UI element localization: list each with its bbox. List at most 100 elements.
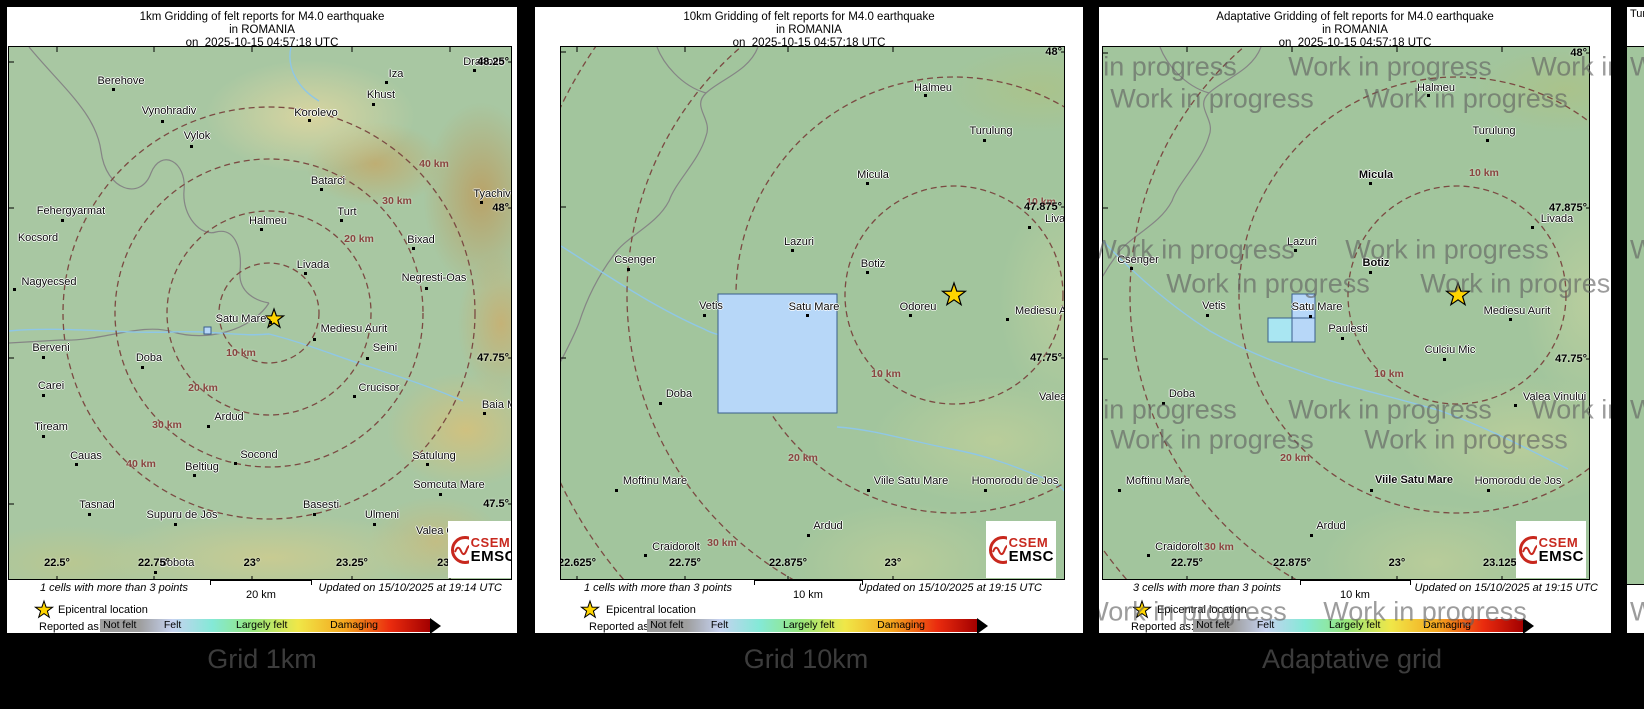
town-dot [320,188,323,191]
longitude-label: 23.125° [1482,557,1522,569]
map-panel-grid1km: 1km Gridding of felt reports for M4.0 ea… [4,4,520,636]
intensity-class-label: Not felt [1196,619,1230,631]
emsc-globe-icon [1519,535,1537,564]
town-dot [1427,94,1430,97]
town-dot [42,394,45,397]
updated-timestamp: Updated on 15/10/2025 at 19:15 UTC [858,582,1042,594]
town-label: Halmeu [249,215,287,227]
distance-ring-label: 20 km [188,382,218,394]
town-dot [308,119,311,122]
town-label: Doba [135,352,163,364]
town-dot [13,288,16,291]
scale-bar-label: 10 km [1340,589,1370,601]
town-dot [806,314,809,317]
town-dot [340,219,343,222]
intensity-class-label: Damaging [330,619,379,631]
town-dot [269,321,272,324]
town-dot [425,287,428,290]
panel-caption: Adaptative grid [1261,644,1443,674]
intensity-gradient-bar: Not felt Felt Largely felt Damaging [647,619,977,632]
map-vector-layer [9,47,511,579]
scale-bar-label: 10 km [793,589,823,601]
town-label: Negresti-Oas [401,272,467,284]
work-in-progress-watermark: Work in progress [1099,630,1295,634]
distance-ring-label: 10 km [1469,167,1499,179]
latitude-label: 47.875° [1023,201,1062,213]
work-in-progress-watermark: Work in progress [1110,424,1314,455]
town-dot [909,314,912,317]
latitude-label: 47.5° [483,498,509,510]
town-label: Botiz [860,258,886,270]
town-label: Moftinu Mare [622,475,688,487]
panel-title-line: 1km Gridding of felt reports for M4.0 ea… [139,11,385,23]
intensity-class-label: Felt [163,619,182,631]
town-dot [1509,318,1512,321]
map-vector-layer [1103,47,1589,579]
town-dot [1369,271,1372,274]
panel-sliver-cut: Turt Work in progress Work in progress Work… [1624,4,1644,636]
town-dot [1206,314,1209,317]
town-dot [426,463,429,466]
work-in-progress-watermark: Work in progress [1288,394,1492,425]
panel-title-line: in ROMANIA [776,24,842,36]
town-label: Satulung [412,450,456,462]
town-dot [313,513,316,516]
map-adaptative: 10 km 10 km 20 km 30 km Halmeu Turulung Micula… [1102,46,1590,580]
distance-ring-label: 30 km [382,195,412,207]
gradient-arrow-icon [430,617,441,633]
town-label: Turt [337,206,357,218]
town-label: Valea Vinului [1523,391,1587,403]
town-label: Craidorolt [1155,541,1203,553]
work-in-progress-watermark: Work in progress [1096,234,1295,265]
distance-ring-label: 40 km [419,158,449,170]
work-in-progress-watermark: Work in progress [1630,395,1644,426]
emsc-globe-icon [451,535,469,564]
sliver-map-area [1627,46,1644,585]
longitude-label: 22.5° [44,557,70,569]
town-label: Culciu Mic [1424,344,1476,356]
work-in-progress-watermark: Work in progress [1531,51,1611,82]
intensity-class-label: Largely felt [1329,619,1381,631]
town-dot [1309,315,1312,318]
distance-ring-label: 10 km [1374,368,1404,380]
distance-ring-label: 10 km [1026,196,1056,208]
town-label: Khust [366,89,396,101]
town-label: Berveni [32,342,70,354]
emsc-logo-csem: CSEM [470,534,511,550]
town-label: Viile Satu Mare [1374,474,1454,486]
town-label: Basesti [302,499,340,511]
town-dot [1130,267,1133,270]
work-in-progress-watermark: Work in progress [1630,52,1644,83]
reported-as-label: Reported as: [39,621,102,633]
work-in-progress-watermark: Work in progress [1110,83,1314,114]
town-dot [644,554,647,557]
longitude-label: 22.625° [560,557,597,569]
map-panel-adaptative: Adaptative Gridding of felt reports for … [1096,4,1614,636]
town-label: Korolevo [294,107,338,119]
epicentral-location-label: Epicentral location [1157,604,1247,616]
town-label: Bixad [407,234,435,246]
town-label: Homorodu de Jos [1474,475,1562,487]
work-in-progress-watermark: Work in progress [1345,630,1549,634]
town-dot [304,272,307,275]
gradient-arrow-icon [1523,617,1534,633]
town-label: Bobota [159,557,195,569]
town-label: Lazuri [1287,236,1317,248]
town-dot [42,435,45,438]
map-panel-grid10km: 10km Gridding of felt reports for M4.0 e… [532,4,1086,636]
town-label: Mediesu Aurit [1483,305,1551,317]
town-dot [627,268,630,271]
town-label: Berehove [97,75,145,87]
distance-ring-label: 30 km [152,419,182,431]
town-dot [141,366,144,369]
scale-bar [210,580,312,585]
town-label: Botiz [1362,257,1390,269]
longitude-label: 22.875° [768,557,808,569]
distance-ring-label: 40 km [126,458,156,470]
town-dot [190,145,193,148]
work-in-progress-watermark: Work in progress [1345,234,1549,265]
town-label: Satu Mare [788,301,840,313]
panel-title-line: Adaptative Gridding of felt reports for … [1216,11,1494,23]
distance-ring-label: 20 km [788,452,818,464]
